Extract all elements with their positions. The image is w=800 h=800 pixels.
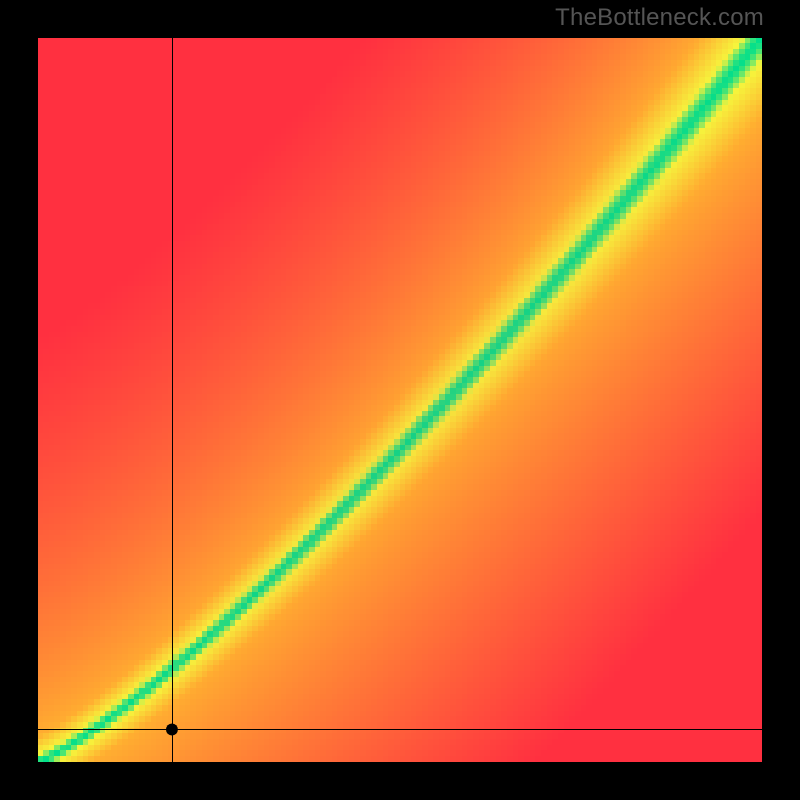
plot-area bbox=[38, 38, 762, 762]
watermark-text: TheBottleneck.com bbox=[555, 4, 764, 32]
heatmap-canvas bbox=[38, 38, 762, 762]
